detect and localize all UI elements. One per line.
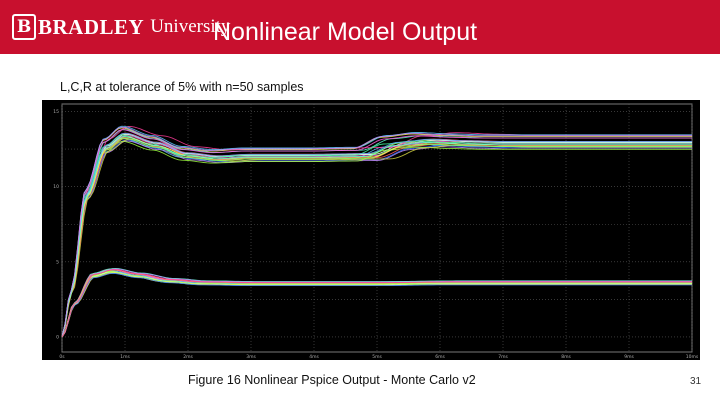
x-tick-label: 8ms xyxy=(561,354,571,360)
series-line-upper xyxy=(61,132,692,338)
y-tick-label: 15 xyxy=(53,109,59,115)
slide-title: Nonlinear Model Output xyxy=(213,18,478,46)
x-tick-label: 2ms xyxy=(183,354,193,360)
series-line-lower xyxy=(61,268,692,338)
series-line-lower xyxy=(61,271,692,338)
x-tick-label: 0s xyxy=(59,354,65,360)
series-line-upper xyxy=(61,129,692,338)
series-line-upper xyxy=(61,126,692,338)
logo-word-text: University xyxy=(150,16,231,37)
x-tick-label: 10ms xyxy=(686,354,699,360)
page-number: 31 xyxy=(690,376,702,387)
y-tick-label: 0 xyxy=(56,334,59,340)
x-tick-label: 4ms xyxy=(309,354,319,360)
series-line-upper xyxy=(61,136,692,338)
logo-brand-text: BRADLEY xyxy=(38,14,145,39)
university-logo: B BRADLEY University xyxy=(12,12,230,42)
y-tick-label: 5 xyxy=(56,259,59,265)
series-line-upper xyxy=(61,135,692,338)
x-tick-label: 3ms xyxy=(246,354,256,360)
figure-caption: Figure 16 Nonlinear Pspice Output - Mont… xyxy=(188,373,476,387)
series-line-lower xyxy=(61,269,692,338)
x-tick-label: 9ms xyxy=(624,354,634,360)
x-tick-label: 7ms xyxy=(498,354,508,360)
y-tick-label: 10 xyxy=(53,184,59,190)
pspice-plot: 0s 1ms 2ms 3ms 4ms 5ms 6ms 7ms 8ms 9ms 10ms 0 5 10 15 xyxy=(42,100,700,360)
x-tick-label: 5ms xyxy=(372,354,382,360)
header-bar: B BRADLEY University Nonlinear Model Out… xyxy=(0,0,720,54)
plot-svg: 0s 1ms 2ms 3ms 4ms 5ms 6ms 7ms 8ms 9ms 10ms 0 5 10 15 xyxy=(53,103,699,360)
slide-subtitle: L,C,R at tolerance of 5% with n=50 sampl… xyxy=(60,80,304,94)
series-line-lower xyxy=(61,272,692,338)
series-line-upper xyxy=(61,125,692,338)
x-tick-label: 1ms xyxy=(120,354,130,360)
x-tick-label: 6ms xyxy=(435,354,445,360)
logo-shield-icon: B xyxy=(12,14,36,40)
